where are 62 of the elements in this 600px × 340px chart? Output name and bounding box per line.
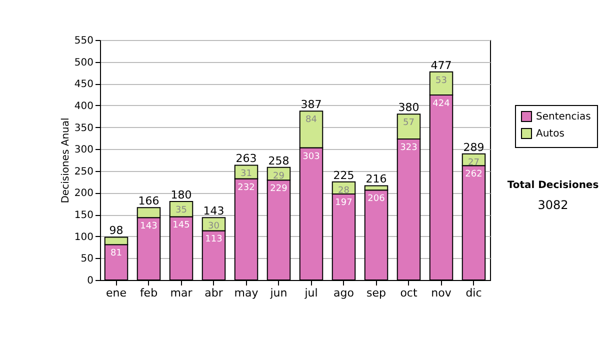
text: 3082 xyxy=(538,198,568,212)
x-tick-label: nov xyxy=(431,286,452,300)
total-label: 380 xyxy=(398,101,420,114)
x-tick-label: feb xyxy=(140,286,158,300)
data-label: 113 xyxy=(205,234,222,245)
total-label: 477 xyxy=(430,58,452,72)
data-label: 145 xyxy=(172,220,190,231)
y-tick-label: 200 xyxy=(74,188,94,200)
data-label: 424 xyxy=(432,98,450,109)
total-label: 98 xyxy=(109,224,124,238)
total-label: 225 xyxy=(333,168,354,182)
x-tick-label: dic xyxy=(466,286,482,300)
data-label: 323 xyxy=(400,143,418,154)
legend-label: Autos xyxy=(536,128,564,140)
data-label: 206 xyxy=(368,194,386,204)
data-label: 57 xyxy=(403,118,414,128)
x-tick-label: mar xyxy=(170,286,193,300)
data-label: 84 xyxy=(306,115,318,126)
total-label: 143 xyxy=(203,204,224,218)
y-tick-label: 350 xyxy=(74,122,94,134)
total-label: 387 xyxy=(300,98,322,112)
data-label: 262 xyxy=(465,170,482,180)
y-tick-label: 250 xyxy=(74,166,94,178)
legend-label: Sentencias xyxy=(536,112,591,122)
y-tick-label: 150 xyxy=(74,210,94,222)
y-tick-label: 500 xyxy=(74,57,94,68)
data-label: 81 xyxy=(110,248,122,259)
x-tick-label: ene xyxy=(106,286,127,300)
data-label: 143 xyxy=(140,222,158,232)
x-tick-label: jul xyxy=(304,286,318,300)
data-label: 27 xyxy=(468,158,480,168)
total-label: 258 xyxy=(268,154,290,168)
data-label: 232 xyxy=(238,182,255,193)
x-tick-label: abr xyxy=(204,286,224,300)
y-axis-title: Decisiones Anual xyxy=(60,118,72,204)
x-tick-label: ago xyxy=(334,286,354,300)
total-label: 289 xyxy=(463,140,484,154)
data-label: 229 xyxy=(270,184,288,194)
x-tick-label: jun xyxy=(269,286,288,300)
data-label: 197 xyxy=(335,198,352,208)
total-label: 263 xyxy=(236,152,257,166)
x-tick-label: may xyxy=(234,286,259,300)
data-label: 29 xyxy=(273,171,285,182)
data-label: 303 xyxy=(302,152,320,162)
y-tick-label: 400 xyxy=(74,100,94,112)
data-label: 53 xyxy=(436,76,447,86)
data-label: 28 xyxy=(338,186,350,196)
total-label: 216 xyxy=(366,172,387,186)
text: Total Decisiones xyxy=(507,180,599,191)
data-label: 35 xyxy=(176,205,187,216)
y-tick-label: 0 xyxy=(87,276,94,286)
y-tick-label: 300 xyxy=(74,144,94,156)
total-label: 166 xyxy=(138,194,160,208)
x-tick-label: oct xyxy=(400,286,418,300)
data-label: 30 xyxy=(208,222,220,232)
total-label: 180 xyxy=(170,188,192,202)
y-tick-label: 50 xyxy=(80,254,94,265)
y-tick-label: 100 xyxy=(74,232,94,243)
y-tick-label: 450 xyxy=(74,79,94,90)
data-label: 31 xyxy=(240,169,252,180)
y-tick-label: 550 xyxy=(74,36,94,46)
x-tick-label: sep xyxy=(366,286,386,300)
